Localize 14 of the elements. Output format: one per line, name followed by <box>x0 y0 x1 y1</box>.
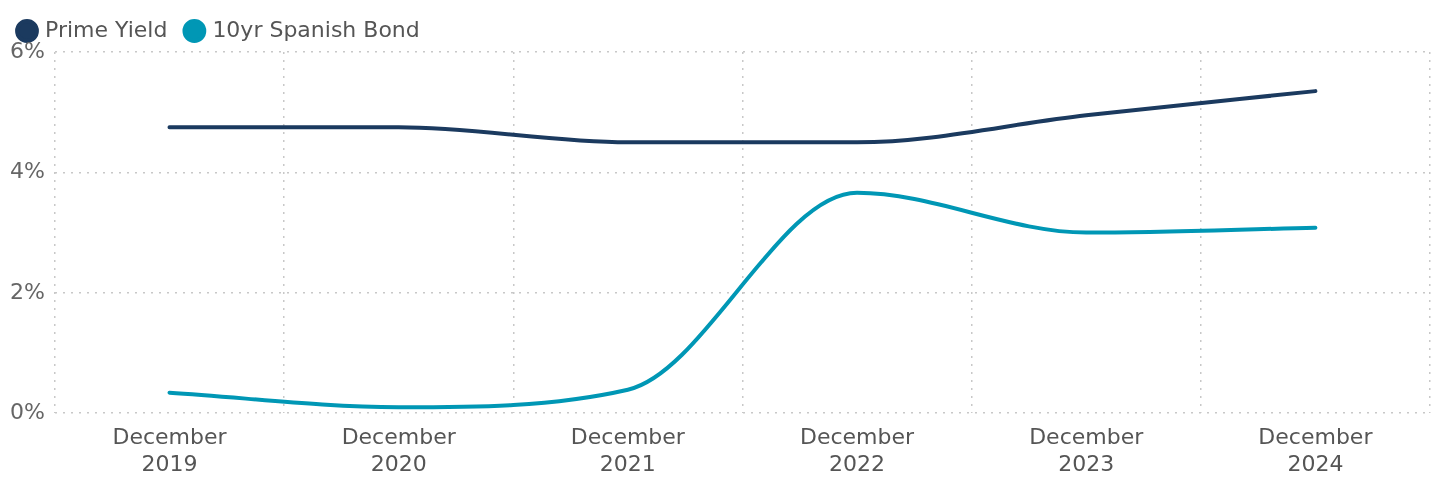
legend-label: Prime Yield <box>45 16 168 42</box>
y-tick-label: 4% <box>10 158 45 184</box>
legend-label: 10yr Spanish Bond <box>212 16 420 42</box>
y-tick-label: 6% <box>10 37 45 63</box>
x-tick-label: December 2022 <box>800 424 916 476</box>
x-tick-label: December 2024 <box>1258 424 1374 476</box>
y-tick-label: 0% <box>10 398 45 424</box>
x-tick-label: December 2020 <box>341 424 457 476</box>
x-tick-label: December 2019 <box>112 424 228 476</box>
line-series <box>167 190 1318 410</box>
y-tick-label: 2% <box>10 278 45 304</box>
x-tick-label: December 2023 <box>1029 424 1145 476</box>
x-tick-label: December 2021 <box>570 424 686 476</box>
line-series <box>167 89 1318 145</box>
